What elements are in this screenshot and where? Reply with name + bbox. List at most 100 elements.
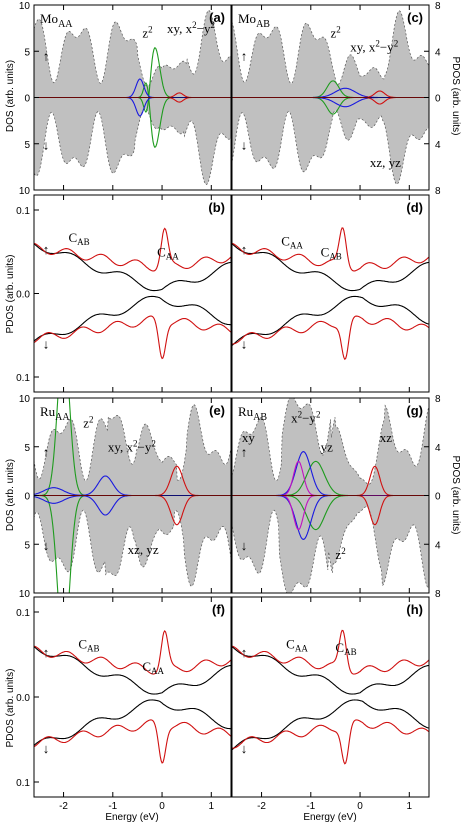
y-tick-label: 10 bbox=[19, 589, 31, 600]
annotation-sup: 2 bbox=[336, 24, 341, 34]
black-curve-up bbox=[232, 646, 429, 695]
plot-area-d bbox=[232, 227, 429, 361]
red-curve-down bbox=[232, 315, 429, 361]
spin-down-arrow: ↓ bbox=[43, 337, 50, 352]
y-tick-label: 5 bbox=[24, 443, 30, 454]
annotation-sub: AB bbox=[87, 643, 100, 653]
annotation-sub: AB bbox=[344, 647, 357, 657]
right-ylabel-1: PDOS (arb. units) bbox=[450, 57, 461, 136]
annotation-sub: AA bbox=[290, 240, 303, 250]
x-axis-label-right: Energy (eV) bbox=[303, 812, 356, 823]
plot-area-c bbox=[232, 10, 429, 185]
spin-up-arrow: ↑ bbox=[241, 645, 248, 660]
panel-label: (h) bbox=[406, 602, 423, 617]
annotation-label: CAA bbox=[157, 245, 179, 262]
right-tick-label: 8 bbox=[435, 589, 441, 600]
right-tick-label: 4 bbox=[435, 140, 441, 151]
panel-label: (f) bbox=[212, 602, 225, 617]
x-tick-label: 0 bbox=[159, 801, 165, 812]
annotation-label: xy bbox=[242, 430, 256, 445]
annotation-label: x2−y2 bbox=[291, 409, 320, 425]
plot-area-a bbox=[34, 10, 231, 185]
panel-label: (e) bbox=[209, 403, 225, 418]
panel-frame bbox=[33, 194, 232, 393]
annotation-label: xy, x2−y2 bbox=[108, 439, 156, 455]
spin-down-arrow: ↓ bbox=[43, 741, 50, 756]
black-curve-up bbox=[34, 646, 231, 695]
annotation-label: z2 bbox=[142, 24, 152, 40]
black-curve-up bbox=[232, 243, 429, 292]
black-curve-down bbox=[232, 699, 429, 751]
panel-frame bbox=[231, 596, 430, 798]
panel-d: (d) ↑ ↓ CAA CAB bbox=[231, 194, 430, 393]
panel-label: (b) bbox=[208, 200, 225, 215]
left-ylabel-4: PDOS (arb. units) bbox=[5, 669, 16, 748]
black-curve-down bbox=[232, 295, 429, 346]
annotation-sub: AB bbox=[329, 252, 342, 262]
annotation-label: CAB bbox=[321, 245, 342, 262]
annotation-label: xz, yz bbox=[128, 542, 159, 557]
annotation-sup: 2 bbox=[210, 20, 215, 30]
y-tick-label: 0 bbox=[24, 492, 30, 503]
x-tick-label: -1 bbox=[306, 801, 315, 812]
annotation-sup: 2 bbox=[151, 439, 156, 449]
spin-up-arrow: ↑ bbox=[43, 242, 50, 257]
y-tick-label: 10 bbox=[19, 1, 31, 12]
right-tick-label: 4 bbox=[435, 540, 441, 551]
y-tick-label: 10 bbox=[19, 186, 31, 197]
annotation-label: z2 bbox=[335, 546, 345, 562]
black-curve-down bbox=[34, 295, 231, 342]
annotation-sub: AA bbox=[295, 643, 308, 653]
right-ylabel-2: PDOS (arb. units) bbox=[450, 456, 461, 535]
annotation-sup: 2 bbox=[316, 409, 321, 419]
spin-down-arrow: ↓ bbox=[241, 538, 248, 553]
y-tick-label: 0.1 bbox=[16, 206, 30, 217]
x-tick-label: 1 bbox=[407, 801, 413, 812]
site-sub: AA bbox=[55, 412, 70, 423]
annotation-label: CAA bbox=[281, 233, 303, 250]
annotation-sub: AA bbox=[151, 666, 164, 676]
annotation-label: CAB bbox=[78, 636, 99, 653]
y-tick-label: 5 bbox=[24, 47, 30, 58]
annotation-label: yz bbox=[321, 440, 334, 455]
right-tick-label: 0 bbox=[435, 492, 441, 503]
x-axis-label-left: Energy (eV) bbox=[105, 812, 158, 823]
site-label: RuAA bbox=[40, 404, 70, 423]
red-curve-down bbox=[34, 315, 231, 360]
annotation-sub: AA bbox=[166, 252, 179, 262]
panel-frame bbox=[33, 596, 232, 798]
panel-label: (c) bbox=[407, 10, 423, 25]
annotation-tail: −y bbox=[197, 21, 211, 36]
annotation-sup: 2 bbox=[133, 439, 138, 449]
spin-down-arrow: ↓ bbox=[241, 137, 248, 152]
red-curve-up bbox=[34, 227, 231, 272]
y-tick-label: 0.1 bbox=[16, 608, 30, 619]
red-curve-up bbox=[232, 227, 429, 272]
site-label: MoAB bbox=[238, 11, 270, 30]
spin-down-arrow: ↓ bbox=[43, 137, 50, 152]
annotation-label: xz, yz bbox=[370, 155, 401, 170]
spin-down-arrow: ↓ bbox=[241, 741, 248, 756]
spin-up-arrow: ↑ bbox=[43, 49, 50, 64]
y-tick-label: 10 bbox=[19, 394, 31, 405]
annotation-sup: 2 bbox=[148, 24, 153, 34]
panel-label: (d) bbox=[406, 200, 423, 215]
annotation-tail: −y bbox=[380, 39, 394, 54]
annotation-tail: −y bbox=[302, 410, 316, 425]
annotation-label: xy, x2−y2 bbox=[350, 38, 398, 54]
y-tick-label: 0 bbox=[24, 94, 30, 105]
site-sub: AB bbox=[256, 19, 270, 30]
plot-area-b bbox=[34, 227, 231, 360]
panel-label: (g) bbox=[406, 403, 423, 418]
x-tick-label: -2 bbox=[257, 801, 266, 812]
spin-down-arrow: ↓ bbox=[241, 337, 248, 352]
annotation-sup: 2 bbox=[89, 414, 94, 424]
black-curve-down bbox=[34, 699, 231, 746]
annotation-sup: 2 bbox=[192, 20, 197, 30]
panel-b: 0.1 0.0 0.1 (b) ↑ ↓ CAB CAA bbox=[16, 194, 232, 393]
spin-up-arrow: ↑ bbox=[43, 645, 50, 660]
y-tick-label: 0.1 bbox=[16, 373, 30, 384]
x-tick-label: -2 bbox=[59, 801, 68, 812]
panel-a: 10 5 0 5 10 (a) MoAA ↑ ↓ z2 xy, x2−y2 bbox=[19, 1, 232, 197]
